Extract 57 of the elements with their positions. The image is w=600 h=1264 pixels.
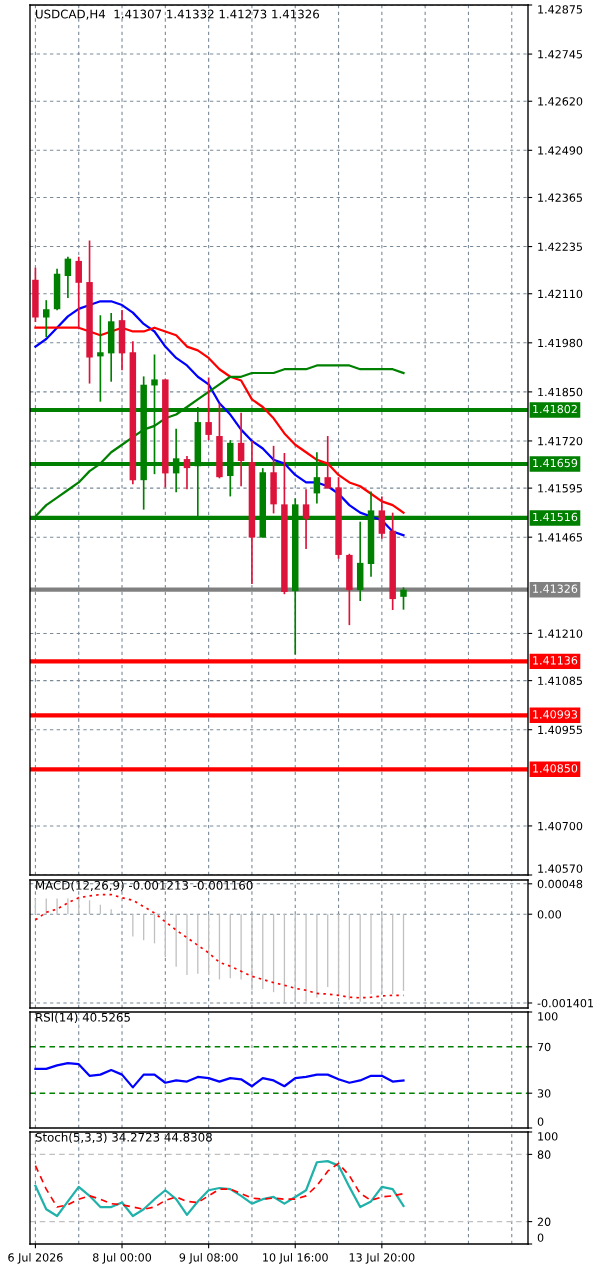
y-tick-label: 1.42745 (538, 50, 582, 59)
y-tick-label: 1.40570 (538, 864, 583, 873)
y-tick-label: 1.41595 (538, 484, 582, 493)
candlestick (205, 376, 212, 442)
y-tick-label: 1.42490 (538, 146, 583, 155)
y-tick-label: 20 (537, 1217, 551, 1226)
candlestick (64, 255, 72, 299)
x-tick-label: 8 Jul 00:00 (93, 1253, 152, 1264)
y-tick-label: 1.41720 (538, 436, 583, 446)
y-tick-label: 0.00 (537, 910, 562, 919)
y-tick-label: 1.42620 (538, 97, 583, 106)
y-tick-label: 100 (538, 1012, 558, 1021)
x-tick-label: 6 Jul 2026 (8, 1253, 63, 1264)
ref-line-label: 1.40993 (533, 710, 578, 719)
x-tick-label: 13 Jul 20:00 (349, 1253, 415, 1264)
candlestick (42, 299, 50, 338)
y-tick-label: 0 (537, 1117, 544, 1126)
y-tick-label: 1.42875 (538, 5, 582, 14)
chart-title: Stoch(5,3,3) 34.2723 44.8308 (35, 1132, 212, 1144)
y-tick-label: 70 (537, 1042, 551, 1052)
y-tick-label: 1.42365 (538, 193, 582, 202)
chart-title: RSI(14) 40.5265 (36, 1012, 130, 1024)
candlestick (237, 411, 245, 488)
candlestick (378, 495, 386, 540)
y-tick-label: 30 (537, 1089, 551, 1098)
ref-line-label: 1.40850 (533, 764, 578, 773)
line-series (34, 300, 405, 537)
chart-title: MACD(12,26,9) -0.001213 -0.001160 (36, 880, 253, 892)
y-tick-label: 1.42235 (538, 242, 582, 251)
line-series (34, 326, 405, 514)
ref-line-label: 1.41802 (533, 404, 577, 414)
y-tick-label: 0.00048 (537, 879, 583, 889)
ref-line-label: 1.41136 (533, 656, 578, 665)
y-tick-label: 1.41980 (538, 338, 583, 348)
x-tick-label: 9 Jul 08:00 (179, 1253, 238, 1264)
y-tick-label: 80 (537, 1150, 551, 1159)
candlestick (324, 435, 331, 490)
y-tick-label: -0.001401 (537, 998, 594, 1008)
y-tick-label: 1.41085 (538, 676, 582, 685)
y-tick-label: 100 (538, 1132, 558, 1141)
candlestick (75, 255, 82, 331)
candlestick (97, 314, 104, 403)
y-tick-label: 1.40700 (538, 821, 583, 831)
y-tick-label: 1.40955 (538, 725, 582, 735)
chart-title: USDCAD,H4 1.41307 1.41332 1.41273 1.41326 (36, 9, 320, 20)
ref-line-label: 1.41659 (533, 458, 578, 468)
y-tick-label: 1.41465 (538, 533, 582, 542)
y-tick-label: 1.41850 (538, 387, 583, 397)
y-tick-label: 1.41210 (538, 629, 583, 638)
x-tick-label: 10 Jul 16:00 (263, 1253, 328, 1264)
candlestick (183, 455, 191, 491)
y-tick-label: 1.42110 (538, 289, 583, 299)
ref-line-label: 1.41516 (533, 512, 578, 522)
y-tick-label: 0 (537, 1233, 544, 1242)
ref-line-label: 1.41326 (533, 584, 578, 593)
candlestick (400, 586, 407, 611)
candlestick (302, 488, 310, 550)
